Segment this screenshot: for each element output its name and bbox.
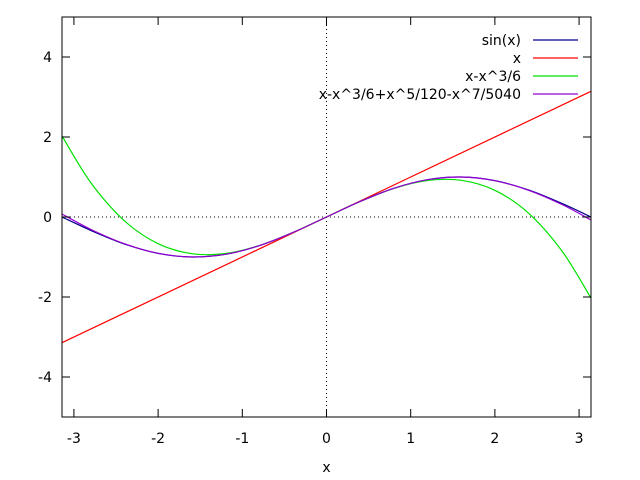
y-tick-label: 2: [43, 130, 52, 146]
legend-label: x: [513, 51, 521, 67]
legend-label: x-x^3/6+x^5/120-x^7/5040: [319, 87, 521, 103]
legend: sin(x) x x-x^3/6 x-x^3/6+x^5/120-x^7/5040: [319, 33, 578, 103]
y-tick-label: -4: [38, 370, 52, 386]
series-line-4: [62, 176, 591, 258]
y-tick-label: 4: [43, 50, 52, 66]
x-tick-label: -1: [235, 431, 249, 447]
legend-label: x-x^3/6: [465, 69, 521, 85]
y-tick-label: -2: [38, 290, 52, 306]
series-layer: [62, 90, 591, 344]
x-tick-label: 0: [322, 431, 331, 447]
x-tick-label: 1: [406, 431, 415, 447]
axis-ticks: -3 -2 -1 0 1 2 3 -4 -2 0 2 4: [38, 17, 591, 447]
x-tick-label: -3: [67, 431, 81, 447]
x-axis-label: x: [322, 460, 330, 476]
legend-label: sin(x): [482, 33, 521, 49]
y-tick-label: 0: [43, 210, 52, 226]
x-tick-label: 3: [575, 431, 584, 447]
x-tick-label: 2: [490, 431, 499, 447]
x-tick-label: -2: [151, 431, 165, 447]
